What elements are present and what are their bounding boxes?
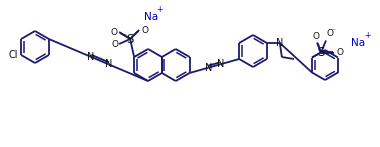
Text: O: O [312, 31, 320, 41]
Text: O: O [336, 48, 343, 57]
Text: O: O [326, 29, 333, 37]
Text: O: O [141, 25, 148, 35]
Text: +: + [364, 30, 370, 40]
Text: Cl: Cl [9, 50, 18, 60]
Text: Na: Na [351, 37, 365, 47]
Text: O: O [110, 27, 117, 36]
Text: ⁻: ⁻ [331, 26, 335, 35]
Text: S: S [127, 32, 134, 46]
Text: S: S [317, 46, 325, 59]
Text: N: N [217, 59, 224, 69]
Text: +: + [156, 5, 163, 14]
Text: Na: Na [144, 12, 158, 22]
Text: N: N [105, 59, 112, 69]
Text: N: N [87, 52, 94, 62]
Text: N: N [205, 63, 212, 73]
Text: N: N [276, 38, 283, 48]
Text: ⁻: ⁻ [122, 31, 126, 40]
Text: O: O [111, 40, 118, 49]
